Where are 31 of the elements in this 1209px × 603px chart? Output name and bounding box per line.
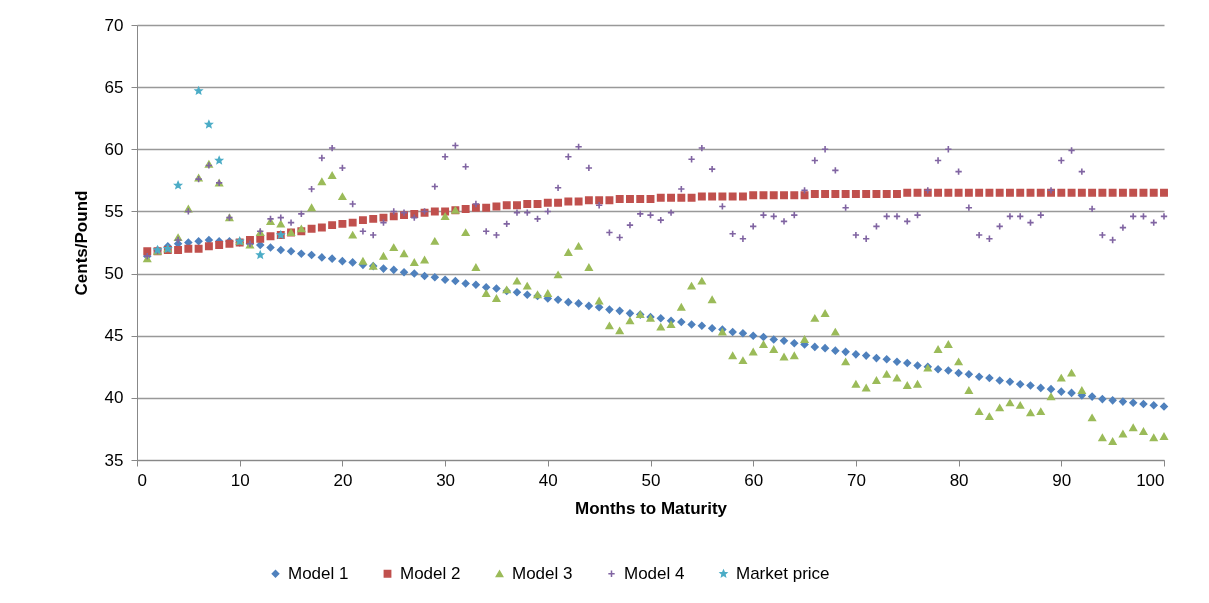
x-tick-label: 50 [641,470,661,490]
y-tick-label: 70 [104,15,124,35]
y-tick-label: 40 [104,388,124,408]
x-tick-label: 90 [1052,470,1072,490]
y-axis-title: Cents/Pound [71,190,91,296]
point [194,86,203,95]
x-tick-label: 60 [744,470,764,490]
y-tick-label: 35 [104,450,124,470]
legend-label: Model 2 [400,563,461,583]
y-tick-label: 55 [104,201,124,221]
x-tick-label: 80 [949,470,969,490]
legend-label: Model 4 [624,563,685,583]
legend-label: Model 3 [512,563,573,583]
legend-label: Model 1 [288,563,349,583]
x-axis-title: Months to Maturity [574,498,728,518]
x-tick-label: 30 [436,470,456,490]
y-tick-label: 45 [104,326,124,346]
point [205,120,213,128]
x-tick-label: 40 [538,470,558,490]
x-tick-label: 100 [1136,470,1165,490]
y-tick-label: 65 [104,77,124,97]
y-tick-label: 50 [104,264,124,284]
x-tick-label: 70 [846,470,866,490]
legend-label: Market price [736,563,830,583]
x-tick-label: 20 [333,470,353,490]
x-tick-label: 10 [230,470,250,490]
point [215,156,223,164]
point [256,250,265,259]
y-tick-label: 60 [104,139,124,159]
x-tick-label: 0 [137,470,147,490]
point [174,181,182,189]
